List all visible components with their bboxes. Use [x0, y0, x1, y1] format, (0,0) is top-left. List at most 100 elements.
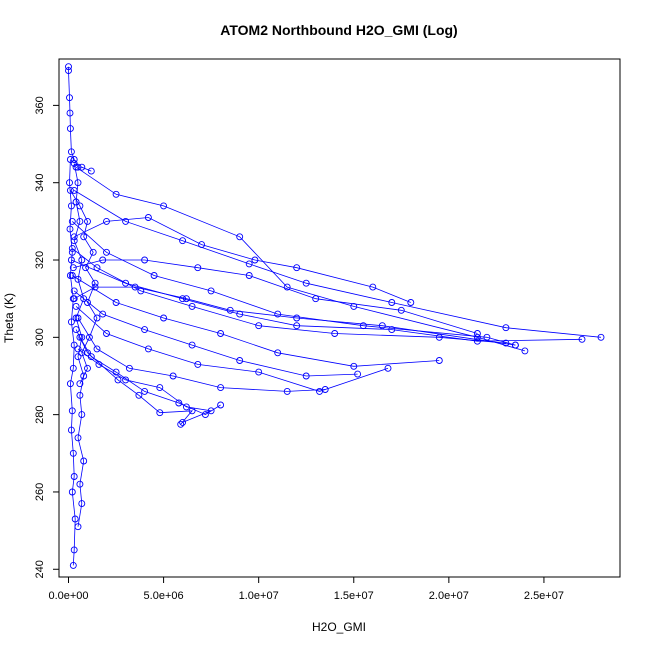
data-point: [177, 420, 185, 428]
data-point: [66, 125, 74, 133]
data-point: [95, 360, 103, 368]
series-10: [74, 314, 329, 395]
data-point: [72, 302, 80, 310]
data-point: [84, 217, 91, 225]
y-tick-label: 280: [34, 405, 46, 423]
data-point: [80, 457, 88, 465]
data-point: [135, 391, 143, 399]
data-point: [245, 272, 253, 279]
series-5: [68, 244, 510, 347]
data-point: [378, 322, 386, 330]
data-point: [93, 314, 101, 322]
data-point: [103, 217, 110, 225]
data-point: [78, 411, 86, 419]
data-point: [578, 335, 586, 343]
data-point: [207, 287, 215, 295]
data-point: [69, 295, 77, 303]
data-point: [68, 217, 76, 225]
data-point: [68, 488, 76, 496]
data-point: [245, 260, 253, 268]
data-point: [66, 179, 73, 187]
series-line: [72, 221, 516, 346]
data-point: [160, 314, 168, 322]
data-point: [69, 449, 77, 457]
data-point: [66, 156, 74, 163]
data-point: [70, 159, 78, 167]
data-point: [144, 345, 152, 353]
data-point: [312, 295, 320, 303]
data-point: [435, 357, 443, 364]
data-point: [72, 314, 80, 322]
data-point: [87, 167, 95, 175]
series-line: [75, 329, 194, 425]
data-point: [331, 330, 339, 337]
data-point: [188, 407, 196, 415]
y-tick-label: 360: [34, 96, 46, 114]
x-axis: 0.0e+00 5.0e+06 1.0e+07 1.5e+07 2.0e+07 2.5e+…: [48, 577, 564, 602]
data-point: [255, 368, 263, 376]
data-point: [74, 275, 82, 283]
data-point: [397, 306, 405, 314]
data-point: [388, 299, 396, 306]
x-tick-label: 5.0e+06: [144, 590, 184, 602]
data-point: [354, 370, 362, 378]
data-point: [283, 283, 291, 291]
data-point: [67, 426, 75, 434]
series-line: [75, 166, 526, 352]
series-line: [68, 66, 92, 172]
data-point: [302, 372, 310, 380]
data-point: [67, 318, 75, 326]
x-tick-label: 2.5e+07: [524, 590, 564, 602]
data-point: [207, 407, 215, 415]
series-18: [70, 159, 88, 531]
series-17: [66, 156, 79, 569]
data-point: [283, 387, 291, 395]
data-point: [125, 364, 133, 372]
data-point: [182, 403, 190, 411]
data-point: [78, 349, 86, 357]
data-point: [66, 94, 73, 102]
data-point: [76, 391, 84, 399]
y-tick-label: 340: [34, 174, 46, 192]
data-point: [68, 407, 76, 415]
data-point: [69, 264, 77, 272]
data-point: [82, 264, 90, 272]
series-7: [68, 272, 443, 370]
x-tick-label: 1.0e+07: [239, 590, 279, 602]
series-line: [73, 163, 85, 527]
series-line: [69, 159, 76, 566]
data-point: [137, 287, 145, 295]
series-line: [75, 306, 389, 392]
y-axis-label: Theta (K): [2, 293, 16, 343]
series-1: [65, 63, 95, 175]
x-tick-label: 1.5e+07: [334, 590, 374, 602]
x-tick-label: 0.0e+00: [48, 590, 88, 602]
data-point: [66, 109, 74, 117]
data-point: [70, 156, 78, 163]
data-point: [141, 387, 149, 395]
data-point: [236, 357, 244, 364]
data-point: [122, 279, 130, 287]
data-point: [84, 364, 91, 372]
data-point: [71, 515, 79, 523]
data-point: [112, 190, 120, 198]
y-tick-label: 320: [34, 251, 46, 269]
series-line: [77, 317, 326, 392]
data-point: [99, 310, 107, 318]
data-point: [80, 372, 88, 380]
series-6: [67, 256, 586, 345]
series-line: [77, 348, 213, 423]
series-line: [70, 190, 98, 384]
data-point: [67, 202, 75, 210]
data-point: [150, 272, 158, 279]
data-point: [122, 217, 130, 225]
x-tick-label: 2.0e+07: [429, 590, 469, 602]
data-point: [74, 345, 82, 353]
data-point: [188, 341, 196, 349]
data-point: [68, 248, 76, 256]
data-point: [93, 345, 101, 353]
data-point: [169, 372, 177, 380]
data-point: [103, 248, 110, 256]
data-point: [407, 299, 415, 306]
